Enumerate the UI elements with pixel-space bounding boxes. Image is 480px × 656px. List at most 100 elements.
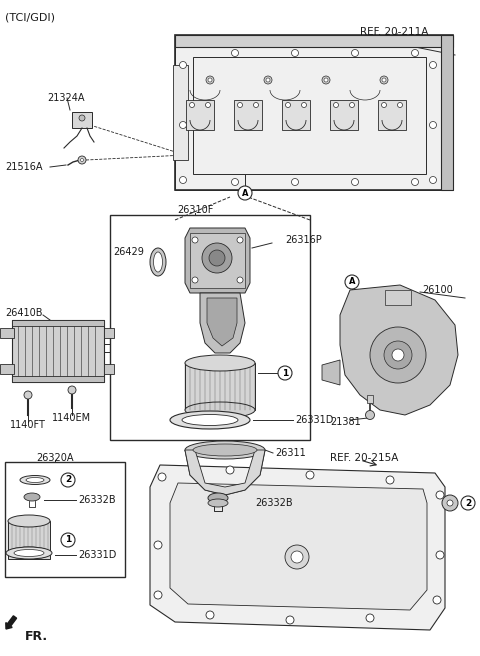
Bar	[185, 363, 255, 410]
Polygon shape	[185, 228, 250, 293]
Ellipse shape	[182, 415, 238, 426]
Bar	[175, 47, 441, 190]
Circle shape	[209, 250, 225, 266]
Text: 21324A: 21324A	[47, 93, 84, 103]
FancyArrow shape	[6, 616, 17, 629]
Text: 26429: 26429	[113, 247, 144, 257]
Circle shape	[61, 533, 75, 547]
Circle shape	[382, 78, 386, 82]
Circle shape	[324, 78, 328, 82]
Circle shape	[306, 471, 314, 479]
Text: 26100: 26100	[422, 285, 453, 295]
Text: A: A	[242, 188, 248, 197]
Bar	[175, 35, 453, 190]
Circle shape	[436, 551, 444, 559]
Text: 21516A: 21516A	[5, 162, 43, 172]
Circle shape	[190, 102, 194, 108]
Circle shape	[61, 473, 75, 487]
Circle shape	[264, 76, 272, 84]
Circle shape	[380, 76, 388, 84]
Circle shape	[291, 551, 303, 563]
Text: 1: 1	[282, 369, 288, 377]
Circle shape	[370, 327, 426, 383]
Circle shape	[461, 496, 475, 510]
Bar	[104, 328, 114, 338]
Circle shape	[365, 411, 374, 419]
Text: 26316P: 26316P	[285, 235, 322, 245]
Circle shape	[345, 275, 359, 289]
Bar	[5, 462, 125, 577]
Ellipse shape	[26, 478, 44, 483]
Circle shape	[68, 386, 76, 394]
Circle shape	[231, 178, 239, 186]
Circle shape	[24, 391, 32, 399]
Ellipse shape	[208, 493, 228, 503]
Bar	[12, 320, 104, 382]
Circle shape	[430, 62, 436, 68]
Circle shape	[206, 611, 214, 619]
Circle shape	[192, 237, 198, 243]
Circle shape	[278, 366, 292, 380]
Bar	[385, 290, 411, 305]
Circle shape	[180, 176, 187, 184]
Ellipse shape	[185, 402, 255, 418]
Circle shape	[238, 186, 252, 200]
Bar	[186, 100, 214, 130]
Circle shape	[291, 178, 299, 186]
Text: 2: 2	[65, 476, 71, 485]
Text: FR.: FR.	[25, 630, 48, 642]
Circle shape	[81, 159, 84, 161]
Text: 26310F: 26310F	[177, 205, 213, 215]
Circle shape	[322, 76, 330, 84]
Text: 26311: 26311	[275, 448, 306, 458]
Bar	[173, 65, 188, 160]
Bar	[190, 233, 245, 288]
Text: 26332B: 26332B	[255, 498, 293, 508]
Circle shape	[192, 277, 198, 283]
Text: REF. 20-211A: REF. 20-211A	[360, 27, 428, 37]
Ellipse shape	[20, 476, 50, 485]
Bar	[330, 100, 358, 130]
Circle shape	[180, 121, 187, 129]
Circle shape	[411, 178, 419, 186]
Text: 2: 2	[465, 499, 471, 508]
Circle shape	[286, 616, 294, 624]
Circle shape	[266, 78, 270, 82]
Circle shape	[206, 76, 214, 84]
Text: 1140FT: 1140FT	[10, 420, 46, 430]
Ellipse shape	[193, 444, 257, 456]
Polygon shape	[322, 360, 340, 385]
Bar	[12, 320, 104, 326]
Text: 26410B: 26410B	[5, 308, 43, 318]
Circle shape	[238, 102, 242, 108]
Polygon shape	[200, 293, 245, 353]
Circle shape	[291, 49, 299, 56]
Text: REF. 20-215A: REF. 20-215A	[330, 453, 398, 463]
Circle shape	[411, 49, 419, 56]
Bar	[441, 35, 453, 190]
Circle shape	[253, 102, 259, 108]
Circle shape	[430, 176, 436, 184]
Polygon shape	[340, 285, 458, 415]
Circle shape	[442, 495, 458, 511]
Circle shape	[79, 115, 85, 121]
Text: 26331D: 26331D	[295, 415, 334, 425]
Bar	[8, 521, 50, 559]
Bar	[12, 376, 104, 382]
Text: 1: 1	[65, 535, 71, 544]
Circle shape	[202, 243, 232, 273]
Ellipse shape	[185, 441, 265, 459]
Ellipse shape	[154, 252, 163, 272]
Bar	[104, 364, 114, 374]
Circle shape	[154, 541, 162, 549]
Circle shape	[351, 178, 359, 186]
Bar	[72, 112, 92, 128]
Circle shape	[237, 237, 243, 243]
Circle shape	[447, 500, 453, 506]
Polygon shape	[207, 298, 237, 346]
Text: 26320A: 26320A	[36, 453, 74, 463]
Circle shape	[301, 102, 307, 108]
Ellipse shape	[150, 248, 166, 276]
Bar	[0, 364, 14, 374]
Polygon shape	[170, 483, 427, 610]
